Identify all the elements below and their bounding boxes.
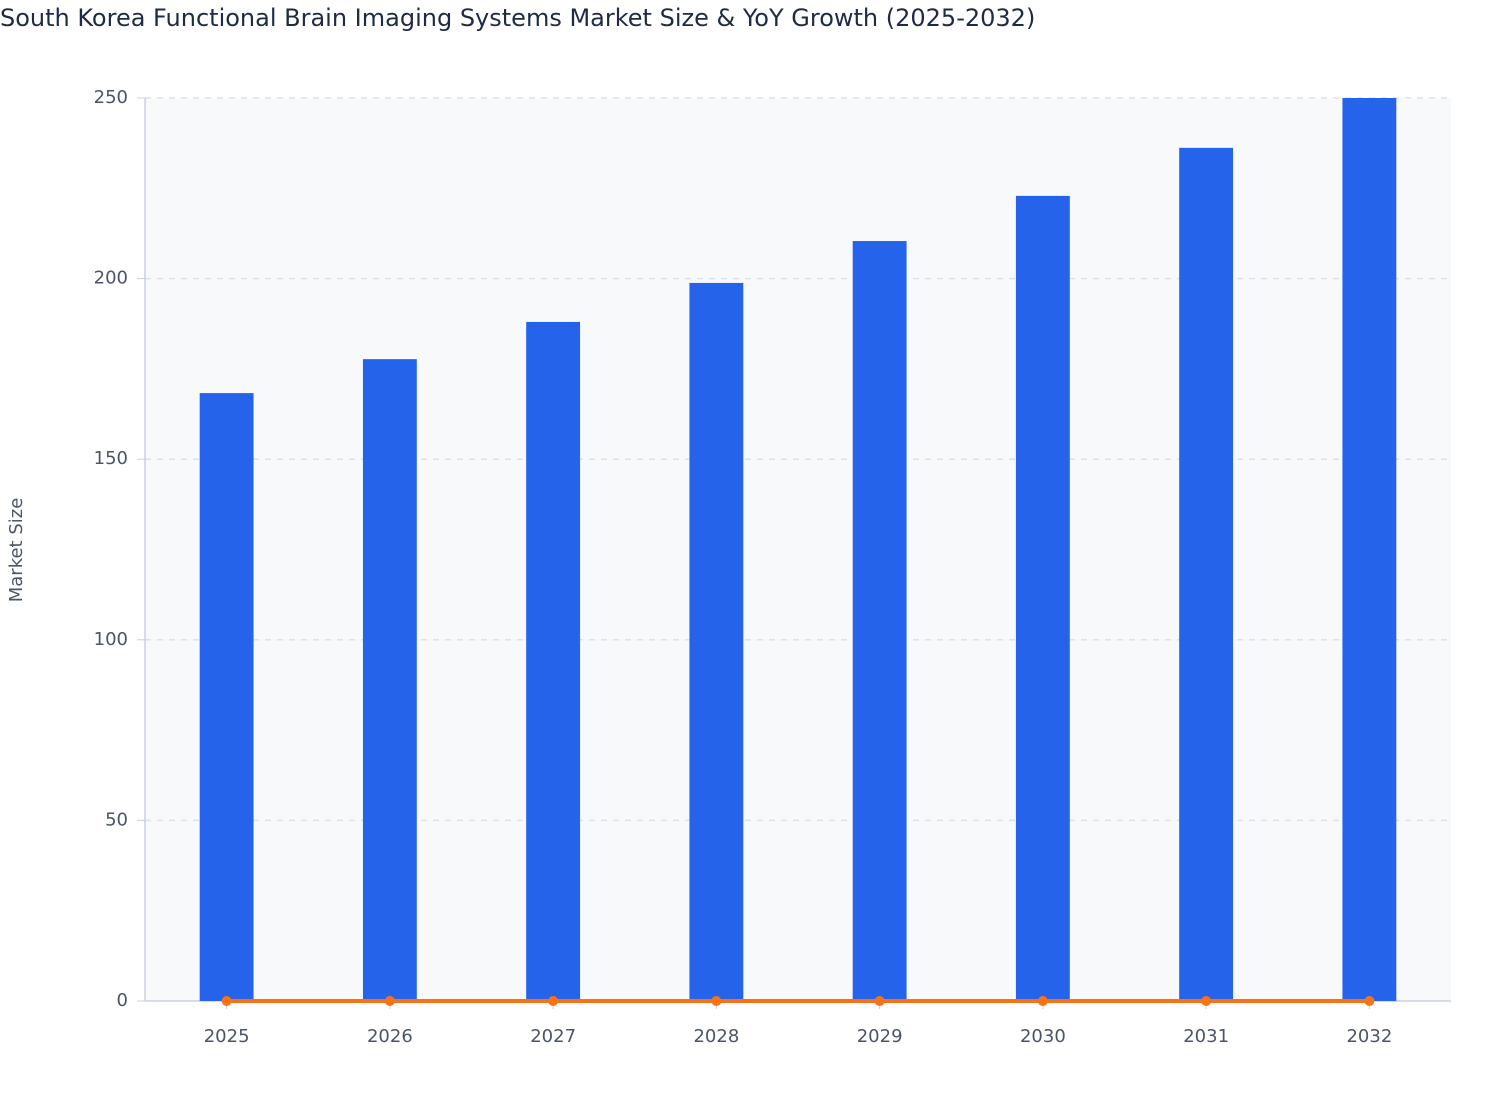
- x-tick-label: 2025: [204, 1026, 250, 1047]
- bar: [199, 393, 254, 1001]
- line-marker: [1037, 996, 1048, 1006]
- bar: [689, 282, 744, 1001]
- line-marker: [874, 996, 885, 1006]
- x-tick-label: 2030: [1020, 1026, 1066, 1047]
- y-tick-label: 150: [94, 448, 128, 469]
- y-tick-label: 200: [94, 268, 128, 289]
- y-tick-label: 100: [94, 629, 128, 650]
- line-marker: [221, 996, 232, 1006]
- line-marker: [711, 996, 722, 1006]
- bar: [1179, 147, 1234, 1002]
- x-tick-label: 2029: [857, 1026, 903, 1047]
- bar: [1342, 98, 1397, 1001]
- x-tick-label: 2031: [1183, 1026, 1229, 1047]
- line-marker: [1201, 996, 1212, 1006]
- y-tick-label: 0: [117, 990, 128, 1011]
- x-tick-label: 2027: [530, 1026, 576, 1047]
- line-marker: [384, 996, 395, 1006]
- y-tick-label: 50: [105, 809, 128, 830]
- x-tick-label: 2032: [1346, 1026, 1392, 1047]
- line-marker: [548, 996, 559, 1006]
- x-tick-label: 2026: [367, 1026, 413, 1047]
- line-marker: [1364, 996, 1375, 1006]
- y-tick-label: 250: [94, 87, 128, 108]
- bar: [1015, 195, 1070, 1001]
- bar: [526, 321, 581, 1002]
- plot-area: [145, 98, 1451, 1001]
- x-tick-label: 2028: [693, 1026, 739, 1047]
- bar: [852, 241, 907, 1001]
- bar: [362, 359, 417, 1002]
- chart-title: South Korea Functional Brain Imaging Sys…: [0, 4, 1035, 32]
- y-axis-label: Market Size: [6, 498, 27, 603]
